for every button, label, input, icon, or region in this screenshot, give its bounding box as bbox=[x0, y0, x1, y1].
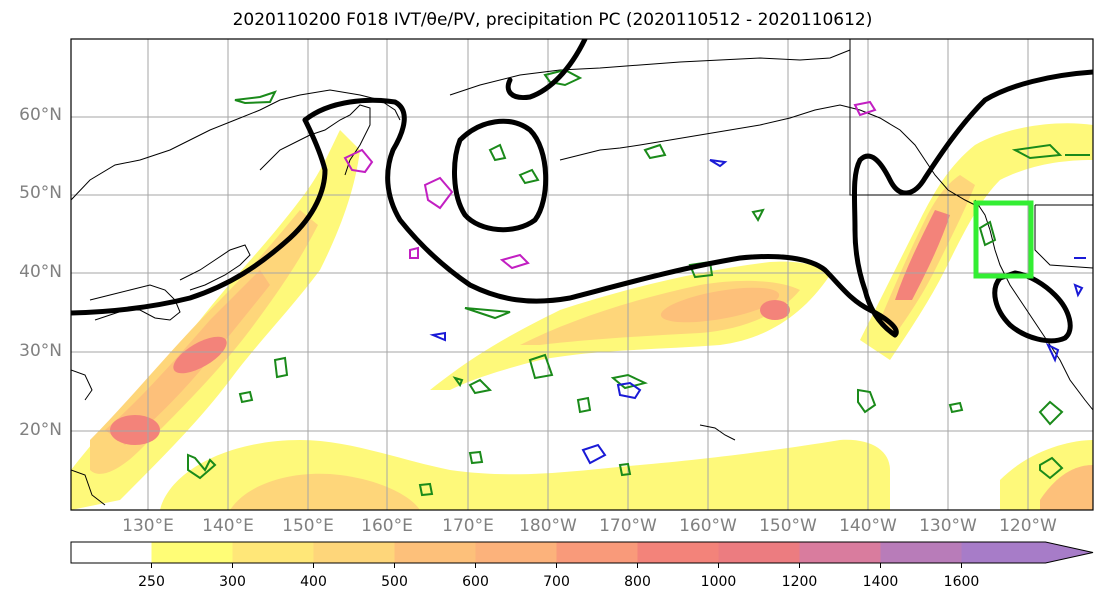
colorbar-tick-label: 1000 bbox=[700, 574, 737, 590]
map-title: 2020110200 F018 IVT/θe/PV, precipitation… bbox=[232, 10, 873, 30]
ivt-shading-west bbox=[71, 130, 360, 510]
colorbar-tick-label: 800 bbox=[624, 574, 651, 590]
colorbar-tick-label: 700 bbox=[543, 574, 570, 590]
lon-label-170e: 170°E bbox=[442, 516, 494, 536]
pv-contours-blue bbox=[429, 159, 1086, 465]
theta-e-west-line bbox=[71, 117, 328, 316]
colorbar-tick-label: 400 bbox=[300, 574, 327, 590]
lon-label-140e: 140°E bbox=[202, 516, 254, 536]
theta-e-central-line bbox=[302, 69, 1093, 338]
lat-label-50n: 50°N bbox=[19, 183, 62, 203]
pv-contours-magenta bbox=[343, 100, 877, 270]
lon-label-130e: 130°E bbox=[122, 516, 174, 536]
lon-label-150w: 150°W bbox=[759, 516, 817, 536]
lat-label-60n: 60°N bbox=[19, 105, 62, 125]
theta-e-contours bbox=[71, 39, 1093, 344]
lon-label-150e: 150°E bbox=[282, 516, 334, 536]
colorbar-tick-label: 300 bbox=[219, 574, 246, 590]
lon-label-140w: 140°W bbox=[839, 516, 897, 536]
theta-e-closed-loop bbox=[452, 118, 549, 233]
ivt-shading-central bbox=[430, 261, 830, 390]
precipitation-box bbox=[973, 200, 1034, 279]
lon-label-180w: 180°W bbox=[519, 516, 577, 536]
lon-label-120w: 120°W bbox=[999, 516, 1057, 536]
lon-label-160w: 160°W bbox=[679, 516, 737, 536]
colorbar-tick-label: 600 bbox=[462, 574, 489, 590]
colorbar-tick-label: 500 bbox=[381, 574, 408, 590]
ivt-shading-east bbox=[860, 123, 1093, 361]
lon-label-160e: 160°E bbox=[361, 516, 413, 536]
colorbar-tick-label: 1400 bbox=[862, 574, 899, 590]
map-frame bbox=[70, 38, 1094, 511]
lon-label-170w: 170°W bbox=[599, 516, 657, 536]
colorbar-tick-label: 250 bbox=[138, 574, 165, 590]
colorbar-tick-label: 1600 bbox=[943, 574, 980, 590]
lat-label-30n: 30°N bbox=[19, 341, 62, 361]
colorbar bbox=[70, 541, 1094, 568]
theta-e-north-arc bbox=[505, 39, 588, 101]
colorbar-tick-label: 1200 bbox=[781, 574, 818, 590]
theta-e-coast-loop bbox=[992, 270, 1073, 344]
lat-label-40n: 40°N bbox=[19, 262, 62, 282]
lat-label-20n: 20°N bbox=[19, 420, 62, 440]
lon-label-130w: 130°W bbox=[919, 516, 977, 536]
